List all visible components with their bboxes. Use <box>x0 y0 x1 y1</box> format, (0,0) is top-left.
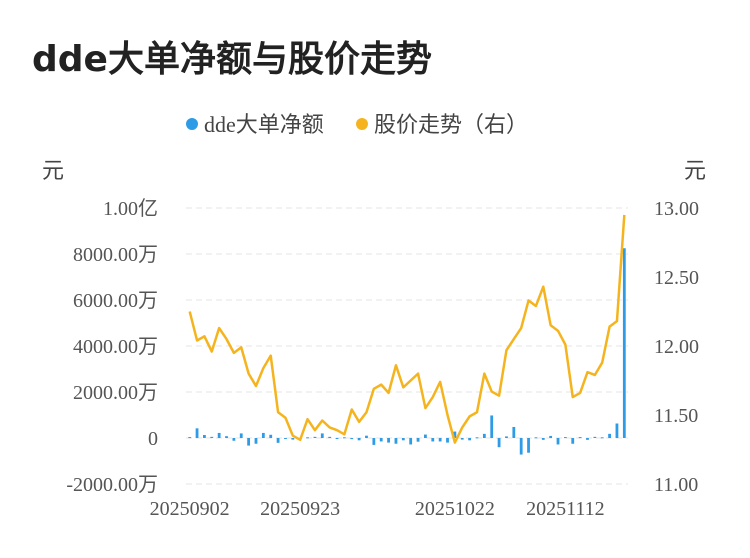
dde-bar <box>232 438 236 441</box>
dde-bar <box>519 438 523 455</box>
dde-bar <box>254 438 258 444</box>
dde-bar <box>549 435 553 438</box>
dde-bar <box>342 437 346 439</box>
dde-bar <box>210 436 214 438</box>
dde-bar <box>475 437 479 439</box>
dde-bar <box>357 438 361 441</box>
price-line-series <box>188 214 626 444</box>
dde-bar <box>365 435 368 438</box>
dde-bar <box>372 438 376 445</box>
x-axis-ticks: 20250902 20250923 20251022 20251112 <box>150 498 605 520</box>
x-tick-label: 20250923 <box>260 498 340 520</box>
dde-bar <box>276 438 280 443</box>
right-tick-label: 11.50 <box>654 405 698 427</box>
dde-bar <box>571 438 575 444</box>
dde-bar <box>424 434 427 438</box>
left-axis-unit: 元 <box>42 159 64 184</box>
dde-bar <box>453 431 457 438</box>
dde-bar <box>482 433 486 438</box>
dde-bar <box>468 438 472 441</box>
dde-bar <box>512 426 516 438</box>
dde-bar <box>460 438 464 440</box>
left-tick-label: 8000.00万 <box>73 244 158 266</box>
left-tick-label: -2000.00万 <box>66 474 158 496</box>
right-axis-ticks: 13.00 12.50 12.00 11.50 11.00 <box>654 198 699 496</box>
dde-bar <box>431 438 435 442</box>
dde-bar <box>600 437 604 439</box>
dde-bar <box>261 432 265 438</box>
dde-bar <box>320 433 324 438</box>
dde-bar <box>615 423 619 438</box>
dde-bar <box>401 438 405 441</box>
legend-marker-price <box>356 118 368 130</box>
dde-bar <box>217 432 221 438</box>
dde-bar-series <box>188 248 626 455</box>
dde-bar <box>306 437 309 439</box>
dde-bar <box>416 438 420 442</box>
dde-bar <box>350 438 354 440</box>
dde-bar <box>534 437 538 439</box>
left-tick-label: 6000.00万 <box>73 290 158 312</box>
legend-marker-dde <box>186 118 198 130</box>
dde-bar <box>269 434 273 438</box>
dde-bar <box>556 438 560 445</box>
dde-bar <box>446 438 449 443</box>
right-tick-label: 13.00 <box>654 198 699 220</box>
x-tick-label: 20251022 <box>415 498 495 520</box>
dde-bar <box>335 438 339 439</box>
chart-title: dde大单净额与股价走势 <box>32 39 432 80</box>
left-axis-ticks: 1.00亿 8000.00万 6000.00万 4000.00万 2000.00万 0 -2… <box>66 197 158 496</box>
dde-bar <box>313 436 317 438</box>
dde-bar <box>188 437 192 439</box>
dde-bar <box>247 438 251 446</box>
dde-bar <box>578 437 582 439</box>
dde-bar <box>291 438 295 440</box>
left-tick-label: 0 <box>148 428 158 450</box>
dde-bar <box>505 436 508 438</box>
left-tick-label: 4000.00万 <box>73 336 158 358</box>
grid-lines <box>186 207 628 485</box>
dde-bar <box>527 438 530 453</box>
dde-bar <box>593 436 597 438</box>
right-axis-unit: 元 <box>684 159 706 184</box>
legend[interactable]: dde大单净额 股价走势（右） <box>186 112 528 137</box>
dde-bar <box>225 436 228 438</box>
dde-bar <box>490 415 494 438</box>
dde-bar <box>563 437 567 439</box>
left-tick-label: 2000.00万 <box>73 382 158 404</box>
dde-bar <box>438 438 442 442</box>
dde-bar <box>622 248 626 438</box>
right-tick-label: 12.00 <box>654 336 699 358</box>
dde-bar <box>387 438 390 443</box>
left-tick-label: 1.00亿 <box>103 197 158 220</box>
right-tick-label: 11.00 <box>654 474 698 496</box>
dde-bar <box>284 438 287 439</box>
legend-label-price: 股价走势（右） <box>374 112 528 137</box>
dde-bar <box>394 438 398 444</box>
dde-bar <box>409 438 413 445</box>
dde-bar <box>195 428 199 438</box>
dde-bar <box>608 433 611 438</box>
right-tick-label: 12.50 <box>654 267 699 289</box>
dde-bar <box>379 438 383 442</box>
dde-bar <box>203 435 206 438</box>
x-tick-label: 20250902 <box>150 498 230 520</box>
legend-label-dde: dde大单净额 <box>204 112 324 137</box>
dde-bar <box>497 438 501 448</box>
dde-bar <box>328 436 332 438</box>
dde-bar <box>586 438 589 440</box>
dde-bar <box>541 438 545 440</box>
price-line <box>188 214 626 444</box>
x-tick-label: 20251112 <box>526 498 605 520</box>
dde-bar <box>239 433 243 438</box>
